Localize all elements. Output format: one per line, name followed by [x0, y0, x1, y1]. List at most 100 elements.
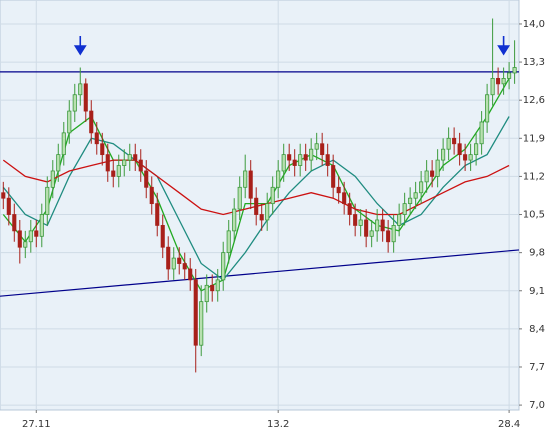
- candle-body: [248, 170, 253, 199]
- candle-body: [265, 203, 270, 221]
- candle-body: [336, 186, 341, 194]
- y-tick-label: 11,2: [523, 171, 545, 182]
- candle-body: [155, 203, 160, 226]
- arrow: [497, 36, 511, 56]
- axes: 14,0 13,3 12,6 11,9 11,2 10,5 9,8 9,1 8,4 7,7 7,0 2…: [22, 19, 545, 430]
- candle-body: [314, 143, 319, 150]
- candle-body: [292, 159, 297, 166]
- candle-body: [72, 94, 77, 112]
- y-tick-label: 14,0: [523, 19, 545, 30]
- candle-body: [23, 241, 28, 248]
- candle-body: [303, 154, 308, 161]
- candle-body: [430, 170, 435, 177]
- candle-body: [127, 154, 132, 161]
- candle-body: [270, 186, 275, 205]
- candle-body: [56, 154, 61, 172]
- candle-body: [1, 192, 6, 199]
- candle-body: [424, 170, 429, 183]
- candle-body: [83, 83, 88, 112]
- candle-body: [182, 263, 187, 270]
- candle-body: [419, 181, 424, 194]
- candle-body: [369, 230, 374, 237]
- candle-body: [331, 165, 336, 188]
- candle-body: [490, 78, 495, 96]
- y-tick-label: 11,9: [523, 133, 545, 144]
- candle-body: [138, 159, 143, 172]
- candle-body: [221, 252, 226, 281]
- candle-body: [89, 110, 94, 134]
- candle-body: [347, 203, 352, 215]
- candle-body: [45, 186, 50, 215]
- marks: [0, 18, 520, 373]
- candle-body: [468, 154, 473, 161]
- y-tick-label: 13,3: [523, 57, 545, 68]
- candle-body: [309, 148, 314, 161]
- candle-body: [391, 225, 396, 243]
- candle-body: [496, 78, 501, 85]
- grid: [0, 0, 519, 410]
- candle-body: [353, 214, 358, 226]
- candle-body: [215, 279, 220, 292]
- candle-body: [28, 230, 33, 243]
- candle-body: [298, 154, 303, 166]
- candle-body: [50, 170, 55, 188]
- candle-body: [441, 148, 446, 161]
- candle-body: [100, 143, 105, 156]
- candle-body: [254, 197, 259, 215]
- candle-body: [94, 132, 99, 145]
- candle-body: [408, 197, 413, 205]
- candle-body: [133, 154, 138, 161]
- candle-body: [17, 230, 22, 248]
- candle-body: [237, 186, 242, 210]
- candle-body: [375, 219, 380, 232]
- candle-body: [485, 94, 490, 123]
- candle-body: [287, 154, 292, 161]
- candle-body: [232, 208, 237, 232]
- trendline: [0, 249, 520, 297]
- candle-body: [463, 154, 468, 161]
- candle-body: [479, 121, 484, 145]
- candle-body: [204, 284, 209, 303]
- candle-body: [188, 268, 193, 281]
- candle-body: [226, 230, 231, 254]
- y-tick-label: 7,7: [529, 362, 545, 373]
- candle-body: [61, 132, 66, 156]
- candle-body: [122, 159, 127, 166]
- arrow: [73, 36, 87, 56]
- y-tick-label: 7,0: [529, 400, 545, 411]
- candle-body: [512, 67, 517, 74]
- candle-body: [160, 225, 165, 248]
- moving-average: [2, 116, 510, 281]
- candle-body: [67, 110, 72, 134]
- candle-body: [457, 143, 462, 156]
- candle-body: [39, 214, 44, 237]
- candle-body: [402, 203, 407, 215]
- candle-body: [199, 301, 204, 346]
- candle-body: [171, 257, 176, 270]
- x-tick-label: 27.11: [22, 419, 51, 430]
- candle-body: [144, 170, 149, 188]
- candle-body: [259, 214, 264, 221]
- candle-body: [452, 137, 457, 145]
- candle-body: [325, 154, 330, 166]
- x-tick-label: 28.4: [498, 419, 520, 430]
- candle-body: [276, 170, 281, 188]
- candle-body: [116, 165, 121, 177]
- candle-body: [111, 170, 116, 177]
- candle-body: [166, 246, 171, 270]
- candle-body: [210, 284, 215, 292]
- candle-body: [12, 214, 17, 232]
- candle-body: [413, 192, 418, 199]
- candle-body: [320, 143, 325, 156]
- candle-body: [149, 186, 154, 205]
- candle-body: [342, 192, 347, 205]
- candle-body: [281, 154, 286, 172]
- candle-body: [435, 159, 440, 177]
- candle-body: [34, 230, 39, 237]
- candle-body: [177, 257, 182, 264]
- y-tick-label: 8,4: [529, 324, 545, 335]
- candle-body: [358, 219, 363, 226]
- x-tick-label: 13.2: [267, 419, 289, 430]
